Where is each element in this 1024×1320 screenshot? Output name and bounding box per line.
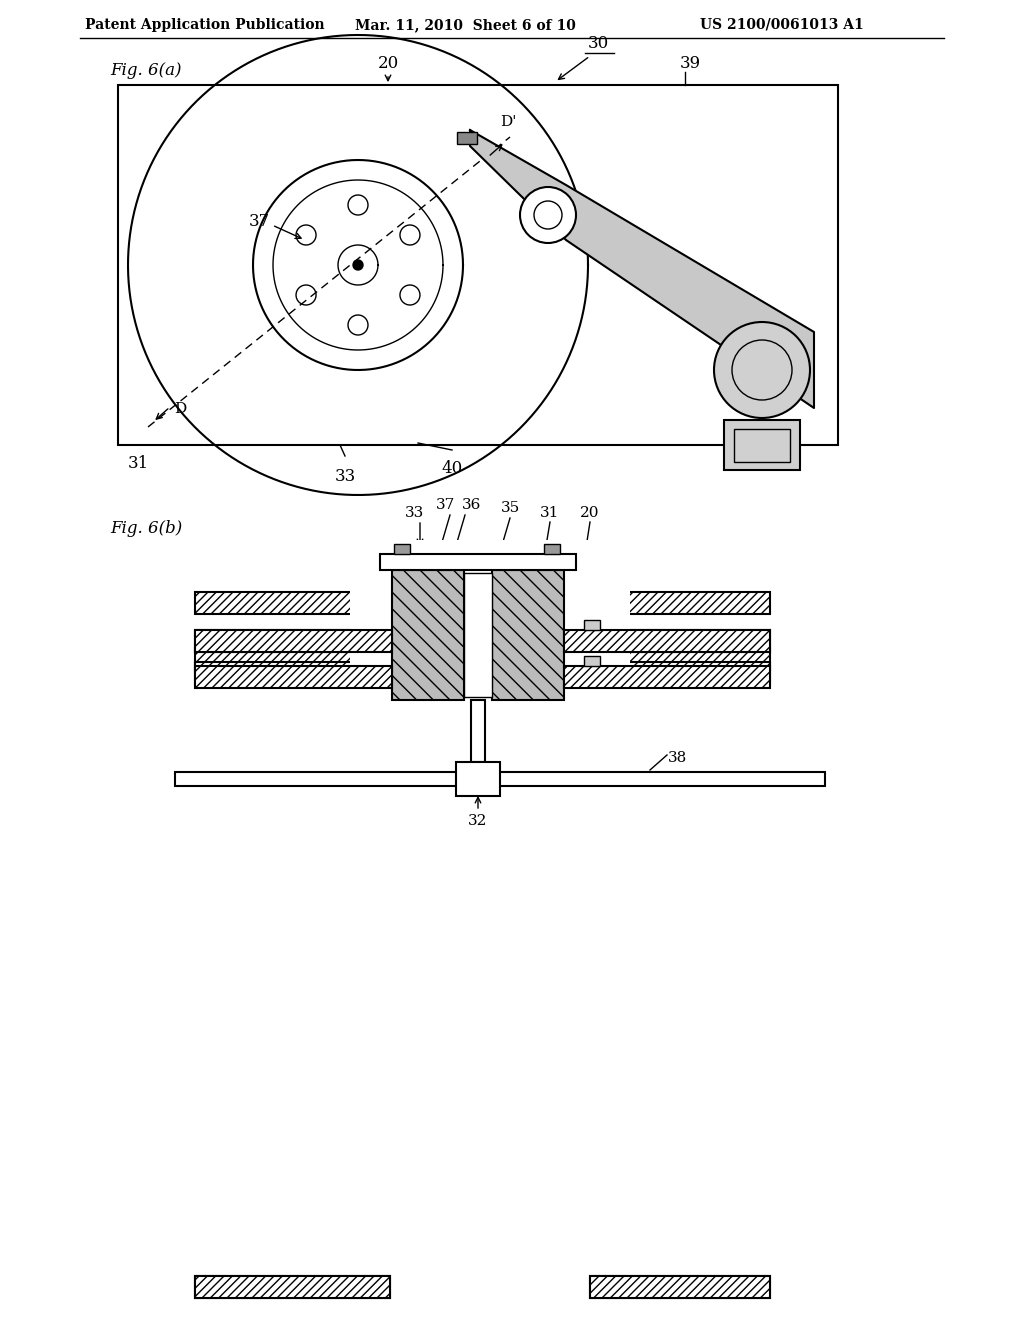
- Bar: [584, 656, 600, 667]
- Bar: [734, 429, 790, 462]
- Polygon shape: [470, 129, 814, 408]
- Text: 39: 39: [680, 55, 701, 73]
- Text: 30: 30: [588, 36, 608, 51]
- Bar: [392, 570, 464, 700]
- Bar: [175, 772, 825, 785]
- Text: Patent Application Publication: Patent Application Publication: [85, 18, 325, 32]
- Bar: [590, 648, 770, 671]
- Text: 37: 37: [436, 498, 455, 512]
- Bar: [590, 630, 770, 652]
- Bar: [590, 591, 770, 614]
- Bar: [350, 710, 630, 730]
- Bar: [390, 577, 475, 686]
- Text: 33: 33: [406, 506, 425, 520]
- Bar: [510, 549, 526, 558]
- Text: D': D': [500, 115, 516, 129]
- Bar: [564, 630, 770, 652]
- Text: 32: 32: [468, 814, 487, 828]
- Text: 34: 34: [560, 715, 580, 729]
- Bar: [195, 630, 392, 652]
- Bar: [471, 700, 485, 762]
- Text: 38: 38: [668, 751, 687, 766]
- Bar: [395, 549, 411, 558]
- Text: US 2100/0061013 A1: US 2100/0061013 A1: [700, 18, 864, 32]
- Bar: [590, 1276, 770, 1298]
- Bar: [380, 554, 575, 570]
- Bar: [492, 570, 564, 700]
- Bar: [505, 577, 590, 686]
- Bar: [195, 591, 390, 614]
- Bar: [457, 132, 477, 144]
- Bar: [350, 540, 630, 710]
- Bar: [544, 544, 560, 554]
- Text: 33: 33: [335, 469, 355, 484]
- Text: 20: 20: [581, 506, 600, 520]
- Text: 40: 40: [441, 459, 463, 477]
- Bar: [195, 648, 390, 671]
- Text: 37: 37: [249, 214, 270, 231]
- Text: 36: 36: [462, 498, 481, 512]
- Bar: [590, 1276, 770, 1298]
- Text: 31: 31: [541, 506, 560, 520]
- Bar: [464, 573, 492, 697]
- Text: 35: 35: [501, 502, 519, 515]
- Bar: [724, 420, 800, 470]
- Text: Mar. 11, 2010  Sheet 6 of 10: Mar. 11, 2010 Sheet 6 of 10: [355, 18, 575, 32]
- Bar: [375, 558, 605, 577]
- Circle shape: [714, 322, 810, 418]
- Bar: [118, 84, 838, 445]
- Bar: [195, 1276, 390, 1298]
- Circle shape: [520, 187, 575, 243]
- Bar: [195, 667, 392, 688]
- Bar: [475, 579, 505, 685]
- Bar: [195, 663, 390, 684]
- Bar: [195, 1276, 390, 1298]
- Text: D: D: [174, 403, 186, 416]
- Text: Fig. 6(a): Fig. 6(a): [110, 62, 181, 79]
- Bar: [564, 667, 770, 688]
- Bar: [590, 663, 770, 684]
- Bar: [195, 630, 390, 652]
- Text: 20: 20: [378, 55, 398, 73]
- Text: 31: 31: [127, 455, 148, 473]
- Text: Fig. 6(b): Fig. 6(b): [110, 520, 182, 537]
- Bar: [195, 640, 770, 730]
- Circle shape: [353, 260, 362, 271]
- Bar: [584, 620, 600, 630]
- Bar: [456, 762, 500, 796]
- Bar: [394, 544, 410, 554]
